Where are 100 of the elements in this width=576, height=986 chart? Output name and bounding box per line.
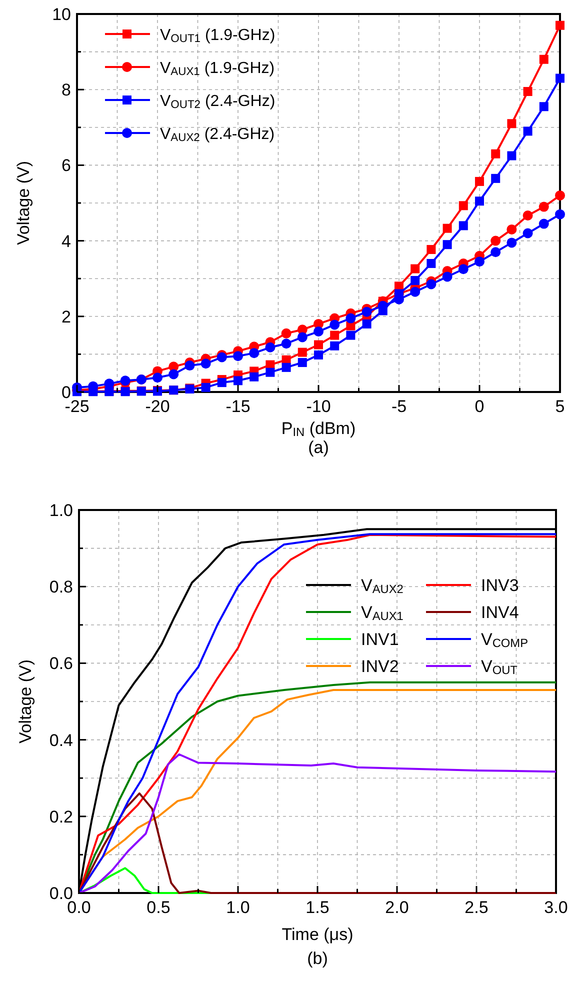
legend-label: V$_{OUT2}$ (2.4-GHz) bbox=[160, 93, 276, 111]
point bbox=[556, 20, 564, 30]
point bbox=[250, 372, 259, 382]
y-tick-label: 4 bbox=[62, 232, 71, 251]
x-tick-label: 5 bbox=[555, 397, 565, 416]
y-tick-label: 0.4 bbox=[49, 730, 73, 750]
point bbox=[539, 102, 548, 112]
point bbox=[458, 201, 468, 210]
point bbox=[442, 240, 452, 250]
point bbox=[555, 209, 565, 220]
point bbox=[281, 338, 292, 349]
point bbox=[265, 342, 276, 352]
point bbox=[314, 340, 323, 350]
point bbox=[538, 202, 549, 212]
legend-label: V$_{AUX2}$ (2.4-GHz) bbox=[160, 126, 275, 144]
point bbox=[266, 368, 275, 377]
x-axis-title: Time (μs) bbox=[282, 925, 354, 944]
point bbox=[523, 126, 532, 136]
y-tick-label: 0.8 bbox=[49, 578, 73, 597]
legend-label: INV3 bbox=[481, 576, 519, 595]
x-tick-label: 3.0 bbox=[544, 898, 568, 917]
y-axis-title: Voltage (V) bbox=[14, 160, 33, 246]
point bbox=[330, 320, 340, 330]
x-tick-label: -20 bbox=[145, 397, 170, 416]
point bbox=[362, 306, 372, 317]
legend-label: INV2 bbox=[361, 657, 399, 676]
x-axis-title: P$_{IN}$ (dBm) bbox=[281, 419, 356, 439]
point bbox=[491, 174, 500, 183]
point bbox=[555, 190, 565, 200]
point bbox=[426, 279, 436, 290]
y-axis-title: Voltage (V) bbox=[16, 659, 35, 744]
point bbox=[281, 328, 292, 338]
point bbox=[410, 264, 420, 274]
x-tick-label: -10 bbox=[306, 397, 331, 416]
point bbox=[522, 210, 533, 220]
x-tick-label: 0 bbox=[474, 397, 484, 416]
x-tick-label: 2.0 bbox=[385, 898, 409, 917]
y-tick-label: 6 bbox=[62, 156, 71, 176]
point bbox=[297, 332, 308, 342]
point bbox=[458, 221, 468, 230]
x-tick-label: 0.5 bbox=[146, 898, 170, 917]
y-tick-label: 2 bbox=[62, 307, 71, 326]
point bbox=[184, 360, 195, 371]
legend-label: INV4 bbox=[481, 603, 519, 622]
x-tick-label: 1.0 bbox=[226, 898, 250, 917]
legend-label: V$_{OUT}$ bbox=[481, 657, 518, 677]
point bbox=[249, 348, 260, 358]
x-tick-label: -15 bbox=[226, 397, 250, 416]
point bbox=[314, 350, 323, 360]
text: (b) bbox=[307, 949, 328, 968]
point bbox=[282, 362, 291, 372]
point bbox=[475, 196, 484, 206]
point bbox=[233, 351, 243, 362]
point bbox=[410, 276, 420, 285]
point bbox=[426, 244, 436, 254]
point bbox=[522, 228, 533, 238]
line-series bbox=[78, 753, 557, 894]
point bbox=[330, 341, 340, 350]
point bbox=[330, 330, 340, 340]
point bbox=[298, 358, 307, 368]
point bbox=[442, 224, 452, 233]
point bbox=[216, 352, 227, 362]
point bbox=[475, 176, 484, 186]
point bbox=[506, 238, 517, 248]
point bbox=[410, 286, 420, 297]
legend-label: V$_{AUX1}$ (1.9-GHz) bbox=[160, 60, 275, 78]
x-tick-label: 2.5 bbox=[464, 898, 488, 917]
point bbox=[217, 378, 226, 388]
y-tick-label: 8 bbox=[62, 80, 71, 100]
y-tick-label: 10 bbox=[52, 5, 71, 24]
point bbox=[234, 376, 242, 386]
y-tick-label: 0.2 bbox=[49, 807, 73, 826]
point bbox=[442, 272, 452, 282]
point bbox=[523, 86, 532, 96]
point bbox=[152, 372, 162, 383]
point bbox=[491, 149, 500, 158]
legend-label: V$_{AUX2}$ bbox=[361, 576, 404, 596]
y-tick-label: 1.0 bbox=[49, 501, 73, 520]
point bbox=[507, 151, 516, 160]
legend-label: V$_{OUT1}$ (1.9-GHz) bbox=[160, 27, 276, 45]
point bbox=[506, 224, 517, 234]
line-series bbox=[78, 792, 557, 894]
point bbox=[539, 54, 548, 64]
legend-label: V$_{COMP}$ bbox=[481, 630, 528, 650]
x-tick-label: -5 bbox=[391, 397, 407, 416]
y-tick-label: 0.6 bbox=[49, 654, 73, 674]
point bbox=[538, 218, 549, 229]
point bbox=[298, 348, 307, 357]
point bbox=[426, 258, 436, 268]
point bbox=[346, 313, 356, 324]
point bbox=[556, 74, 564, 83]
point bbox=[104, 378, 114, 389]
x-tick-label: 1.5 bbox=[306, 898, 330, 917]
point bbox=[458, 264, 468, 274]
legend-label: INV1 bbox=[361, 630, 399, 649]
legend-label: V$_{AUX1}$ bbox=[361, 603, 404, 623]
text: (a) bbox=[308, 438, 329, 457]
point bbox=[490, 236, 501, 246]
point bbox=[201, 382, 210, 392]
point bbox=[346, 330, 356, 340]
